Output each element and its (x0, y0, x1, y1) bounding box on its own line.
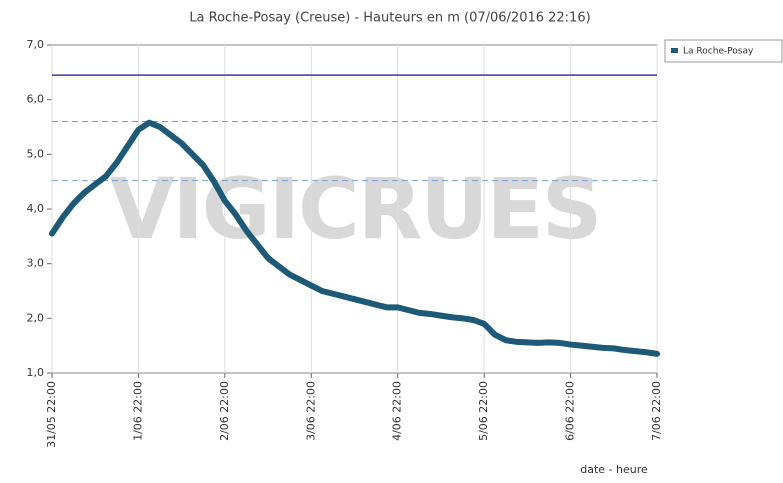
legend-box (664, 39, 783, 63)
y-tick-label: 5,0 (27, 147, 45, 160)
x-tick-label: 3/06 22:00 (304, 381, 317, 441)
x-tick-label: 4/06 22:00 (391, 381, 404, 441)
data-line (49, 119, 660, 357)
x-tick-label: 1/06 22:00 (131, 381, 144, 441)
x-axis-label: date - heure (580, 463, 648, 476)
y-tick-label: 4,0 (27, 202, 45, 215)
x-tick-label: 2/06 22:00 (218, 381, 231, 441)
y-tick-label: 7,0 (27, 38, 45, 51)
watermark: VIGICRUES (110, 160, 601, 258)
x-tick-label: 6/06 22:00 (564, 381, 577, 441)
x-tick-label: 31/05 22:00 (45, 381, 58, 448)
y-tick-label: 1,0 (27, 366, 45, 379)
chart-title: La Roche-Posay (Creuse) - Hauteurs en m … (189, 11, 590, 26)
x-tick-label: 7/06 22:00 (650, 381, 663, 441)
x-tick-label: 5/06 22:00 (477, 381, 490, 441)
legend-swatch (671, 48, 678, 53)
legend-label: La Roche-Posay (683, 47, 754, 57)
y-tick-label: 6,0 (27, 93, 45, 106)
y-tick-label: 2,0 (27, 311, 45, 324)
y-tick-label: 3,0 (27, 257, 45, 270)
